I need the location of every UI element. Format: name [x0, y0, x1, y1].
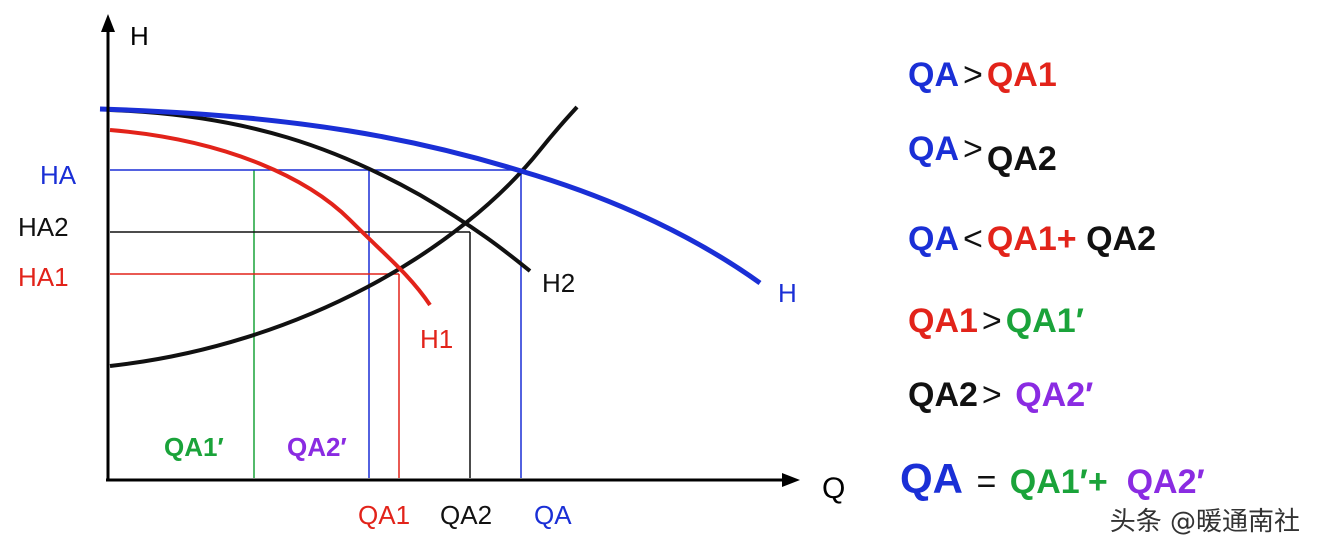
eq4-right: QA1′	[1005, 302, 1084, 340]
equation-1: QA > QA1	[908, 58, 1057, 92]
system-curve	[109, 105, 579, 368]
eq2-op: >	[963, 130, 983, 168]
curve-h1	[109, 128, 432, 307]
curve-h2	[109, 108, 532, 273]
x-axis-label: Q	[822, 472, 845, 505]
eq2-right: QA2	[986, 140, 1057, 178]
eq1-op: >	[963, 56, 983, 94]
eq6-mid: QA1′+	[1009, 463, 1108, 501]
y-axis-arrow	[101, 14, 115, 32]
eq3-right: QA2	[1086, 220, 1156, 258]
equation-2: QA > QA2	[908, 130, 1057, 176]
eq1-left: QA	[908, 56, 959, 94]
ha1-label: HA1	[18, 262, 69, 292]
qa1-prime-label: QA1′	[164, 432, 224, 462]
watermark: 头条 @暖通南社	[1109, 507, 1300, 537]
eq5-right: QA2′	[1015, 376, 1094, 414]
qa1-label: QA1	[358, 500, 410, 530]
ha2-label: HA2	[18, 212, 69, 242]
eq3-op: <	[963, 220, 983, 258]
eq6-left: QA	[900, 455, 963, 502]
equation-4: QA1 > QA1′	[908, 304, 1084, 338]
equation-5: QA2 > QA2′	[908, 378, 1093, 412]
ha-label: HA	[40, 160, 77, 190]
qa-label: QA	[534, 500, 572, 530]
curve-h1-label: H1	[420, 324, 453, 354]
equation-3: QA < QA1+ QA2	[908, 222, 1156, 256]
eq6-right: QA2′	[1126, 463, 1205, 501]
qa2-label: QA2	[440, 500, 492, 530]
qa2-prime-label-bg	[286, 428, 364, 462]
y-axis-label: H	[130, 21, 149, 51]
eq5-left: QA2	[908, 376, 978, 414]
qa2-prime-label: QA2′	[287, 432, 347, 462]
eq1-right: QA1	[986, 56, 1057, 94]
eq5-op: >	[981, 376, 1002, 414]
curve-h2-label: H2	[542, 268, 575, 298]
eq3-left: QA	[908, 220, 959, 258]
eq3-mid: QA1+	[986, 220, 1077, 258]
eq2-left: QA	[908, 130, 959, 168]
eq6-op: =	[976, 463, 997, 501]
qa1-prime-label-bg	[162, 428, 246, 462]
eq4-op: >	[981, 302, 1002, 340]
eq4-left: QA1	[908, 302, 978, 340]
x-axis-arrow	[782, 473, 800, 487]
equation-6: QA = QA1′+ QA2′	[900, 458, 1205, 500]
curve-h	[99, 106, 762, 286]
curve-h-label: H	[778, 278, 797, 308]
